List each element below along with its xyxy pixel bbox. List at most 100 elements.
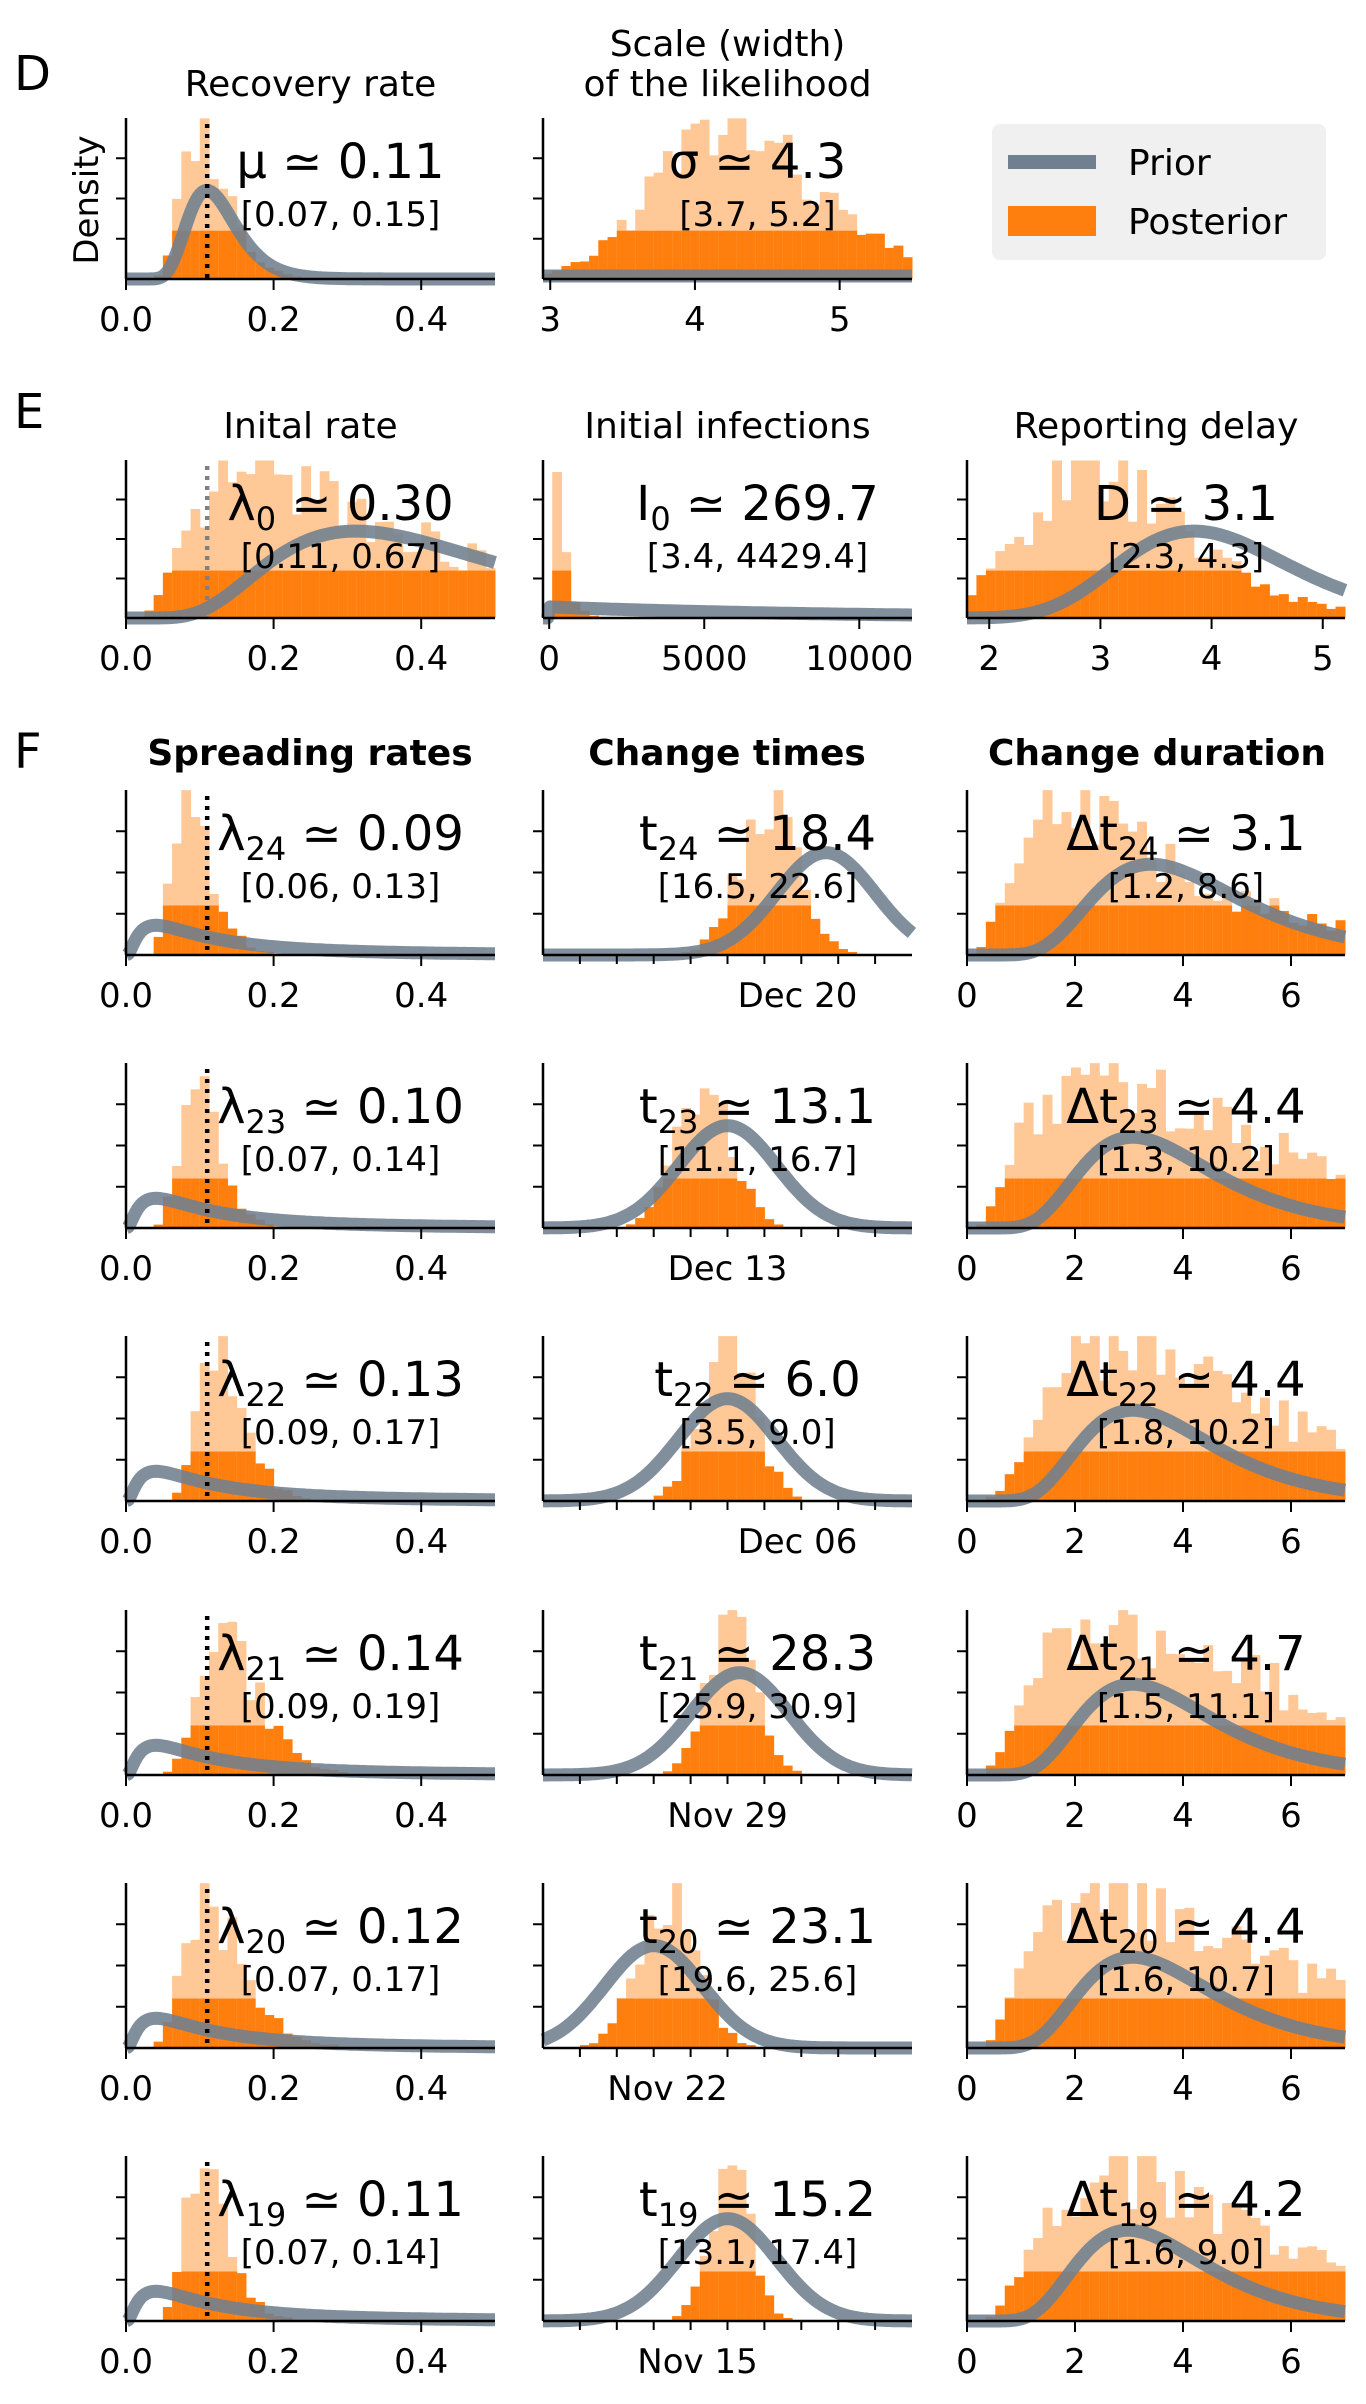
posterior-bar [1241, 2209, 1251, 2321]
posterior-bar [1137, 1336, 1148, 1501]
posterior-bar-core [690, 1998, 701, 2048]
posterior-bar [421, 522, 431, 618]
posterior-bar [1052, 1899, 1062, 2048]
posterior-bar-core [209, 230, 219, 279]
posterior-bar-core [1250, 1178, 1261, 1228]
date-label: Dec 20 [738, 976, 858, 1016]
panel-title: Inital rate [223, 406, 397, 447]
posterior-bar-core [162, 2022, 173, 2048]
posterior-bar [1203, 1356, 1214, 1501]
estimate-annotation: λ0 ≃ 0.30 [227, 476, 453, 538]
posterior-bar-core [709, 1451, 719, 1501]
posterior-bar [199, 1675, 210, 1775]
posterior-bar-core [255, 950, 265, 955]
prior-curve [121, 1464, 500, 1507]
posterior-bar-core [1033, 2271, 1044, 2321]
x-tick-label: 2 [1064, 2342, 1086, 2382]
posterior-bar-core [384, 570, 395, 618]
prior-curve [538, 1392, 917, 1508]
posterior-bar-core [1146, 570, 1157, 618]
posterior-bar [727, 2165, 738, 2321]
posterior-bar-core [153, 2041, 164, 2048]
posterior-bar-core [792, 1770, 802, 1775]
posterior-bar [190, 2193, 201, 2321]
posterior-bar-core [1222, 905, 1233, 955]
posterior-bar-core [847, 230, 858, 279]
posterior-bar-core [190, 570, 201, 618]
posterior-bar-core [1184, 1451, 1195, 1501]
posterior-bar-core [1335, 1725, 1346, 1775]
posterior-bar-core [1165, 1451, 1176, 1501]
posterior-bar [1174, 1654, 1185, 1775]
posterior-bar [292, 514, 302, 618]
posterior-bar [1146, 1088, 1157, 1228]
posterior-bar [653, 172, 664, 279]
posterior-bar [727, 118, 738, 279]
posterior-bar [1080, 1893, 1091, 2048]
posterior-bar-core [1023, 1451, 1034, 1501]
posterior-bar [1080, 1343, 1091, 1501]
posterior-bar [727, 1610, 738, 1775]
posterior-bar-core [209, 2271, 219, 2321]
posterior-bar-core [718, 2271, 728, 2321]
posterior-bar-core [273, 2018, 284, 2048]
posterior-bar [236, 1641, 247, 1775]
axes: 0.0 0.2 0.4 [99, 1610, 495, 1836]
panel-lambda-20: 0.0 0.2 0.4 λ20 ≃ 0.12[0.07, 0.17] [99, 1883, 500, 2109]
posterior-bar-core [1108, 570, 1119, 618]
posterior-bar-core [1014, 2277, 1025, 2321]
posterior-bar [1137, 1658, 1148, 1775]
posterior-bar [1042, 520, 1053, 618]
posterior-bar-core [736, 1451, 747, 1501]
posterior-bar [1070, 460, 1081, 618]
posterior-bar-core [245, 251, 256, 279]
posterior-bar [181, 1943, 192, 2048]
posterior-bar-core [1212, 570, 1223, 618]
posterior-bar [745, 2213, 756, 2321]
posterior-bar [1241, 1392, 1251, 1501]
posterior-bar-core [755, 230, 765, 279]
posterior-bar [181, 790, 192, 955]
posterior-bar-core [172, 570, 182, 618]
posterior-bar-core [1033, 1178, 1044, 1228]
x-tick-label: 5000 [661, 639, 748, 679]
prior-curve [121, 2011, 500, 2054]
posterior-bar-core [310, 570, 321, 618]
posterior-bar-core [709, 1999, 719, 2048]
posterior-bar-core [681, 1748, 692, 1775]
prior-curve [538, 600, 917, 625]
posterior-bar-core [635, 1998, 645, 2048]
posterior-bar-core [199, 570, 210, 618]
posterior-bar-core [1146, 2271, 1157, 2321]
posterior-bar-core [1222, 1998, 1233, 2048]
estimate-annotation: λ19 ≃ 0.11 [217, 2172, 464, 2234]
posterior-bar-core [801, 905, 812, 955]
posterior-bar [236, 471, 247, 618]
axes: Dec 20 [533, 790, 912, 1016]
credible-interval: [0.06, 0.13] [241, 867, 441, 907]
posterior-bar [1259, 1397, 1270, 1501]
posterior-bar [1127, 1113, 1138, 1228]
posterior-bar-core [1014, 1462, 1025, 1501]
posterior-bar-core [1033, 570, 1044, 618]
posterior-bar-core [1316, 1998, 1327, 2048]
posterior-bar-core [764, 1219, 775, 1228]
posterior-bar-core [1231, 1998, 1242, 2048]
panel-t-21: Nov 29 t21 ≃ 28.3[25.9, 30.9] [533, 1610, 917, 1836]
credible-interval: [1.8, 10.2] [1097, 1413, 1275, 1453]
x-tick-label: 0.2 [247, 1796, 301, 1836]
posterior-bar-core [1042, 570, 1053, 618]
posterior-bar-core [1250, 905, 1261, 955]
posterior-bar-core [162, 2307, 173, 2321]
posterior-bar [273, 474, 284, 618]
column-header-spreading: Spreading rates [147, 733, 472, 774]
posterior-bar-core [1156, 1178, 1166, 1228]
posterior-bar-core [1070, 1725, 1081, 1775]
posterior-bar-core [1231, 2271, 1242, 2321]
date-label: Nov 22 [607, 2069, 727, 2109]
posterior-bar [190, 161, 201, 279]
posterior-bar [1156, 1630, 1166, 1775]
posterior-bar-core [1146, 1451, 1157, 1501]
posterior-bar [745, 150, 756, 279]
estimate-annotation: λ21 ≃ 0.14 [217, 1626, 464, 1688]
